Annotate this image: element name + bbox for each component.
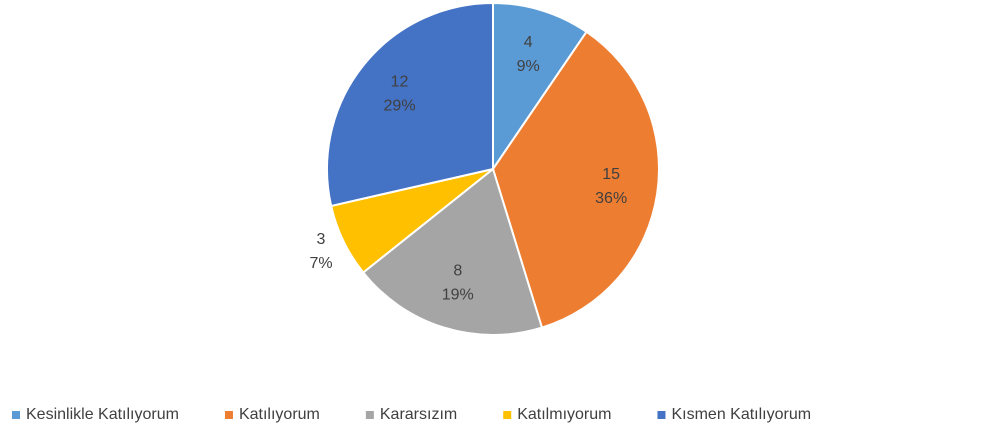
data-label: 8 xyxy=(453,262,462,279)
legend-swatch xyxy=(365,411,374,419)
data-label: 12 xyxy=(391,74,409,91)
data-label-percent: 7% xyxy=(309,255,332,272)
legend-label: Katılmıyorum xyxy=(517,406,611,423)
pie-slice xyxy=(326,1,494,208)
legend-label: Katılıyorum xyxy=(239,406,320,423)
data-label: 3 xyxy=(317,231,326,248)
legend-label: Kararsızım xyxy=(380,406,457,423)
pie-slice xyxy=(492,1,588,173)
legend-label: Kısmen Katılıyorum xyxy=(671,406,811,423)
data-label-percent: 9% xyxy=(517,58,540,75)
data-label-percent: 36% xyxy=(595,190,627,207)
legend-label: Kesinlikle Katılıyorum xyxy=(26,406,179,423)
pie-slice xyxy=(361,167,544,336)
data-label-percent: 19% xyxy=(442,286,474,303)
pie-slice xyxy=(491,30,660,329)
legend-swatch xyxy=(657,411,666,419)
data-label-percent: 29% xyxy=(384,98,416,115)
legend-swatch xyxy=(224,411,233,419)
legend-swatch xyxy=(12,411,20,419)
data-label: 15 xyxy=(602,166,620,183)
legend-swatch xyxy=(503,411,512,419)
data-label: 4 xyxy=(524,34,533,51)
